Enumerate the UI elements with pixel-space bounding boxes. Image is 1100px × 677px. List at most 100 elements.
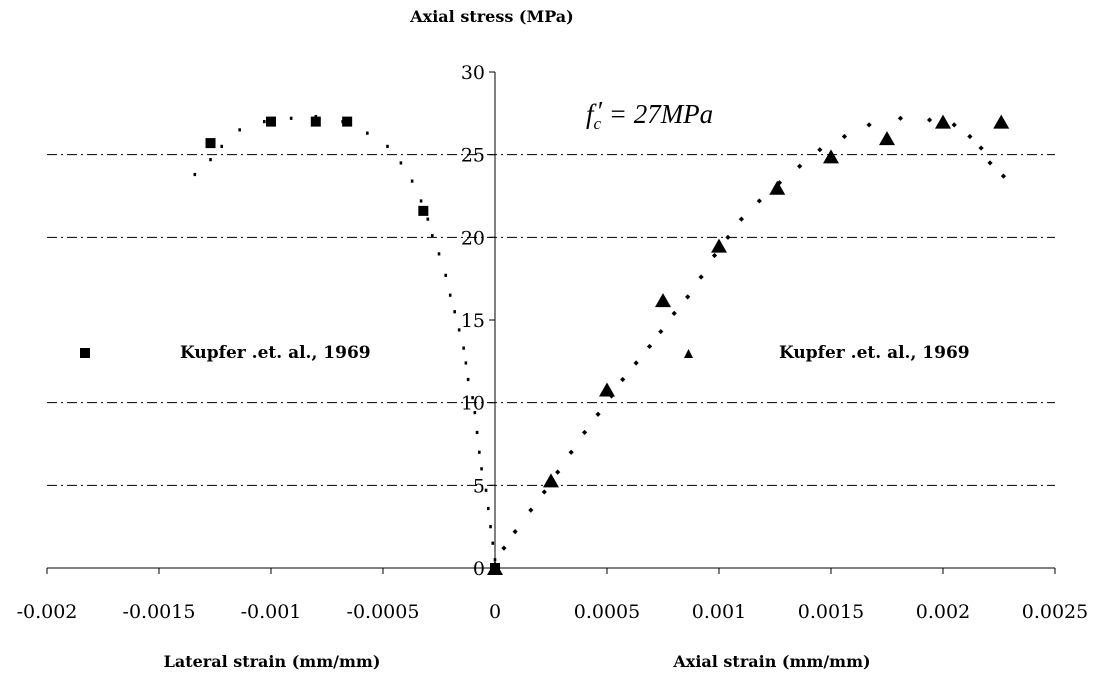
data-point-diamond bbox=[776, 180, 783, 186]
y-tick-label: 20 bbox=[461, 227, 485, 249]
data-point-dot bbox=[399, 161, 403, 165]
data-point-diamond bbox=[555, 469, 561, 475]
data-point-square bbox=[342, 116, 353, 127]
data-point-diamond bbox=[711, 252, 718, 259]
data-point-diamond bbox=[698, 274, 704, 280]
x-tick-label: 0.0005 bbox=[574, 601, 640, 623]
data-point-square bbox=[205, 138, 216, 149]
data-point-diamond bbox=[512, 529, 518, 535]
data-point-dot bbox=[366, 131, 369, 135]
data-point-square bbox=[266, 116, 276, 127]
annotation-value: = 27MPa bbox=[602, 99, 713, 129]
x-tick-label: -0.001 bbox=[241, 601, 302, 623]
data-point-triangle bbox=[879, 131, 895, 146]
data-point-diamond bbox=[926, 117, 933, 123]
legend-square-marker bbox=[80, 348, 90, 358]
data-point-dot bbox=[262, 120, 266, 124]
data-point-dot bbox=[430, 234, 434, 238]
data-point-dot bbox=[457, 328, 461, 332]
data-point-square bbox=[418, 205, 429, 216]
data-point-dot bbox=[386, 144, 389, 148]
data-point-dot bbox=[493, 558, 497, 562]
x-tick-label: 0.0015 bbox=[798, 601, 864, 623]
data-point-triangle bbox=[769, 180, 786, 195]
data-point-diamond bbox=[1000, 173, 1007, 179]
data-point-diamond bbox=[608, 393, 615, 399]
series-2-dot bbox=[193, 115, 497, 562]
data-point-diamond bbox=[866, 122, 872, 128]
data-point-diamond bbox=[620, 376, 626, 383]
data-point-diamond bbox=[951, 122, 957, 128]
data-point-diamond bbox=[671, 310, 677, 316]
x-tick-label: 0.002 bbox=[916, 601, 970, 623]
gridlines bbox=[47, 154, 1055, 486]
series-3-diamond bbox=[492, 115, 1007, 568]
data-point-dot bbox=[289, 116, 293, 120]
data-point-diamond bbox=[595, 411, 601, 417]
data-point-dot bbox=[462, 346, 465, 350]
legend-triangle-marker bbox=[684, 349, 693, 358]
x-tick-label: -0.0015 bbox=[123, 601, 196, 623]
x-tick-label: -0.0005 bbox=[347, 601, 420, 623]
data-point-diamond bbox=[725, 234, 731, 240]
y-tick-label: 10 bbox=[461, 393, 485, 415]
data-point-triangle bbox=[935, 114, 951, 129]
data-point-dot bbox=[314, 115, 318, 119]
data-point-dot bbox=[480, 467, 483, 471]
data-point-triangle bbox=[993, 114, 1010, 129]
data-point-triangle bbox=[823, 149, 839, 164]
data-point-dot bbox=[486, 506, 490, 511]
data-point-triangle bbox=[599, 382, 615, 397]
axis-ticks: -0.002 -0.0015 -0.001 -0.0005 0 0.0005 0.001 0.… bbox=[17, 62, 1089, 623]
x-axis-title-axial: Axial strain (mm/mm) bbox=[672, 652, 870, 671]
y-tick-label: 0 bbox=[473, 558, 485, 580]
y-axis-title: Axial stress (MPa) bbox=[409, 7, 573, 26]
data-point-dot bbox=[466, 377, 470, 382]
data-point-dot bbox=[238, 128, 241, 132]
data-point-diamond bbox=[978, 145, 984, 151]
data-point-dot bbox=[220, 144, 224, 148]
data-point-dot bbox=[489, 525, 492, 529]
axes bbox=[47, 72, 1055, 569]
data-point-dot bbox=[453, 310, 456, 314]
data-point-dot bbox=[437, 252, 441, 256]
data-point-dot bbox=[464, 361, 468, 365]
data-point-diamond bbox=[582, 429, 588, 436]
y-tick-label: 5 bbox=[473, 475, 485, 497]
data-point-triangle bbox=[655, 293, 671, 308]
data-point-dot bbox=[209, 158, 212, 162]
data-point-diamond bbox=[987, 160, 993, 166]
x-tick-label: 0 bbox=[489, 601, 501, 623]
y-tick-label: 15 bbox=[461, 310, 485, 332]
data-point-diamond bbox=[568, 449, 574, 455]
data-series bbox=[193, 114, 1010, 575]
data-point-diamond bbox=[633, 360, 639, 366]
data-point-triangle bbox=[543, 473, 559, 488]
legend-label-triangles: Kupfer .et. al., 1969 bbox=[779, 343, 970, 363]
data-point-dot bbox=[193, 172, 197, 177]
data-point-triangle bbox=[487, 561, 503, 575]
data-point-dot bbox=[410, 179, 414, 183]
series-1-triangle bbox=[487, 114, 1010, 575]
data-point-dot bbox=[341, 120, 344, 124]
x-axis-title-lateral: Lateral strain (mm/mm) bbox=[164, 652, 381, 671]
data-point-dot bbox=[426, 217, 430, 221]
data-point-diamond bbox=[841, 133, 848, 140]
data-point-dot bbox=[473, 410, 477, 415]
x-tick-label: 0.0025 bbox=[1022, 601, 1088, 623]
x-tick-label: 0.001 bbox=[692, 601, 746, 623]
data-point-diamond bbox=[646, 343, 653, 350]
data-point-diamond bbox=[797, 163, 803, 169]
data-point-diamond bbox=[756, 198, 762, 204]
y-tick-label: 25 bbox=[461, 145, 485, 167]
data-point-diamond bbox=[685, 294, 691, 300]
annotation-f: f bbox=[586, 99, 597, 129]
data-point-diamond bbox=[658, 328, 664, 335]
legend-entry-triangles: Kupfer .et. al., 1969 bbox=[684, 343, 970, 363]
data-point-diamond bbox=[738, 216, 744, 222]
data-point-dot bbox=[478, 450, 481, 454]
data-point-triangle bbox=[711, 238, 727, 253]
data-point-diamond bbox=[528, 507, 534, 513]
data-point-dot bbox=[419, 199, 423, 203]
